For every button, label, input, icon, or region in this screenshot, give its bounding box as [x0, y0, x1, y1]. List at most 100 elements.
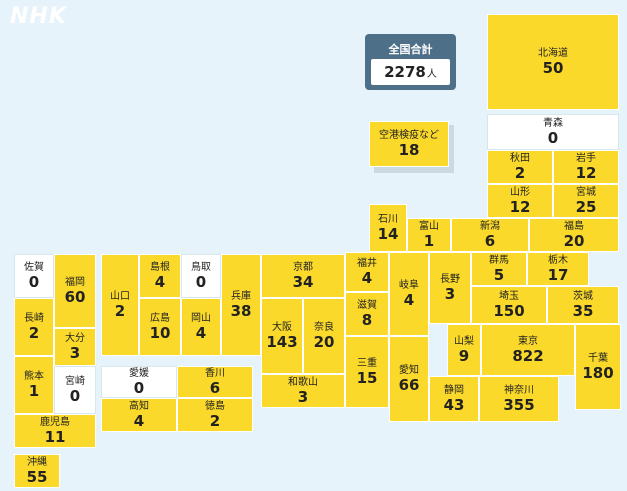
pref-yamanashi[interactable]: 山梨 9 [447, 324, 481, 376]
pref-count: 1 [28, 381, 40, 400]
pref-okayama[interactable]: 岡山 4 [181, 298, 221, 356]
pref-kochi[interactable]: 高知 4 [101, 398, 177, 432]
pref-chiba[interactable]: 千葉 180 [575, 324, 621, 410]
pref-count: 43 [443, 395, 465, 414]
pref-aomori[interactable]: 青森 0 [487, 114, 619, 150]
pref-name: 神奈川 [504, 384, 534, 396]
pref-wakayama[interactable]: 和歌山 3 [261, 374, 345, 408]
national-total-value-box: 2278 人 [371, 59, 450, 85]
pref-ehime[interactable]: 愛媛 0 [101, 366, 177, 398]
pref-count: 2 [28, 323, 40, 342]
national-total-value: 2278 [384, 63, 426, 81]
pref-name: 三重 [357, 357, 377, 369]
pref-name: 栃木 [548, 254, 568, 266]
pref-tottori[interactable]: 鳥取 0 [181, 254, 221, 298]
pref-count: 5 [493, 265, 505, 284]
pref-ishikawa[interactable]: 石川 14 [369, 204, 407, 252]
pref-count: 15 [356, 368, 378, 387]
pref-aichi[interactable]: 愛知 66 [389, 336, 429, 422]
pref-fukui[interactable]: 福井 4 [345, 252, 389, 292]
pref-mie[interactable]: 三重 15 [345, 336, 389, 408]
pref-count: 2 [114, 301, 126, 320]
pref-count: 3 [69, 343, 81, 362]
pref-name: 島根 [150, 261, 170, 273]
pref-oita[interactable]: 大分 3 [54, 328, 96, 366]
pref-count: 180 [582, 363, 614, 382]
pref-saitama[interactable]: 埼玉 150 [471, 286, 547, 324]
pref-miyagi[interactable]: 宮城 25 [553, 184, 619, 218]
pref-nagano[interactable]: 長野 3 [429, 252, 471, 324]
pref-okinawa[interactable]: 沖縄 55 [14, 454, 60, 488]
pref-name: 新潟 [480, 220, 500, 232]
pref-count: 10 [149, 323, 171, 342]
pref-name: 佐賀 [24, 261, 44, 273]
pref-name: 山梨 [454, 335, 474, 347]
pref-kagawa[interactable]: 香川 6 [177, 366, 253, 398]
pref-count: 3 [444, 284, 456, 303]
pref-osaka[interactable]: 大阪 143 [261, 298, 303, 374]
pref-fukuoka[interactable]: 福岡 60 [54, 254, 96, 328]
pref-count: 150 [493, 301, 525, 320]
pref-count: 20 [313, 332, 335, 351]
pref-airport-quarantine[interactable]: 空港検疫など 18 [369, 121, 449, 167]
pref-name: 青森 [543, 117, 563, 129]
pref-tochigi[interactable]: 栃木 17 [527, 252, 589, 286]
pref-name: 兵庫 [231, 290, 251, 302]
pref-iwate[interactable]: 岩手 12 [553, 150, 619, 184]
pref-name: 長崎 [24, 312, 44, 324]
pref-count: 38 [230, 301, 252, 320]
pref-count: 4 [154, 272, 166, 291]
pref-shizuoka[interactable]: 静岡 43 [429, 376, 479, 422]
pref-kyoto[interactable]: 京都 34 [261, 254, 345, 298]
pref-name: 奈良 [314, 321, 334, 333]
pref-name: 和歌山 [288, 376, 318, 388]
pref-name: 高知 [129, 400, 149, 412]
pref-hyogo[interactable]: 兵庫 38 [221, 254, 261, 356]
pref-name: 鹿児島 [40, 416, 70, 428]
pref-yamagata[interactable]: 山形 12 [487, 184, 553, 218]
pref-kumamoto[interactable]: 熊本 1 [14, 356, 54, 414]
pref-count: 12 [575, 163, 597, 182]
pref-count: 143 [266, 332, 298, 351]
pref-toyama[interactable]: 富山 1 [407, 218, 451, 252]
pref-ibaraki[interactable]: 茨城 35 [547, 286, 619, 324]
pref-shimane[interactable]: 島根 4 [139, 254, 181, 298]
pref-name: 群馬 [489, 254, 509, 266]
pref-saga[interactable]: 佐賀 0 [14, 254, 54, 298]
pref-name: 岩手 [576, 152, 596, 164]
pref-count: 9 [458, 346, 470, 365]
pref-hiroshima[interactable]: 広島 10 [139, 298, 181, 356]
pref-tokyo[interactable]: 東京 822 [481, 324, 575, 376]
pref-count: 3 [297, 387, 309, 406]
pref-niigata[interactable]: 新潟 6 [451, 218, 529, 252]
nhk-logo: NHK [10, 4, 67, 29]
pref-hokkaido[interactable]: 北海道 50 [487, 14, 619, 110]
pref-count: 0 [547, 128, 559, 147]
pref-nara[interactable]: 奈良 20 [303, 298, 345, 374]
pref-count: 4 [133, 411, 145, 430]
pref-count: 50 [542, 58, 564, 77]
pref-count: 1 [423, 231, 435, 250]
pref-count: 4 [195, 323, 207, 342]
pref-miyazaki[interactable]: 宮崎 0 [54, 366, 96, 414]
pref-fukushima[interactable]: 福島 20 [529, 218, 619, 252]
pref-count: 55 [26, 467, 48, 486]
pref-count: 14 [377, 224, 399, 243]
pref-count: 12 [509, 197, 531, 216]
pref-gunma[interactable]: 群馬 5 [471, 252, 527, 286]
pref-nagasaki[interactable]: 長崎 2 [14, 298, 54, 356]
pref-kanagawa[interactable]: 神奈川 355 [479, 376, 559, 422]
pref-count: 6 [209, 378, 221, 397]
pref-count: 355 [503, 395, 535, 414]
pref-name: 徳島 [205, 400, 225, 412]
pref-shiga[interactable]: 滋賀 8 [345, 292, 389, 336]
pref-kagoshima[interactable]: 鹿児島 11 [14, 414, 96, 448]
pref-tokushima[interactable]: 徳島 2 [177, 398, 253, 432]
pref-akita[interactable]: 秋田 2 [487, 150, 553, 184]
pref-count: 18 [398, 140, 420, 159]
pref-name: 沖縄 [27, 456, 47, 468]
pref-gifu[interactable]: 岐阜 4 [389, 252, 429, 336]
pref-yamaguchi[interactable]: 山口 2 [101, 254, 139, 356]
pref-name: 岡山 [191, 312, 211, 324]
pref-name: 宮城 [576, 186, 596, 198]
